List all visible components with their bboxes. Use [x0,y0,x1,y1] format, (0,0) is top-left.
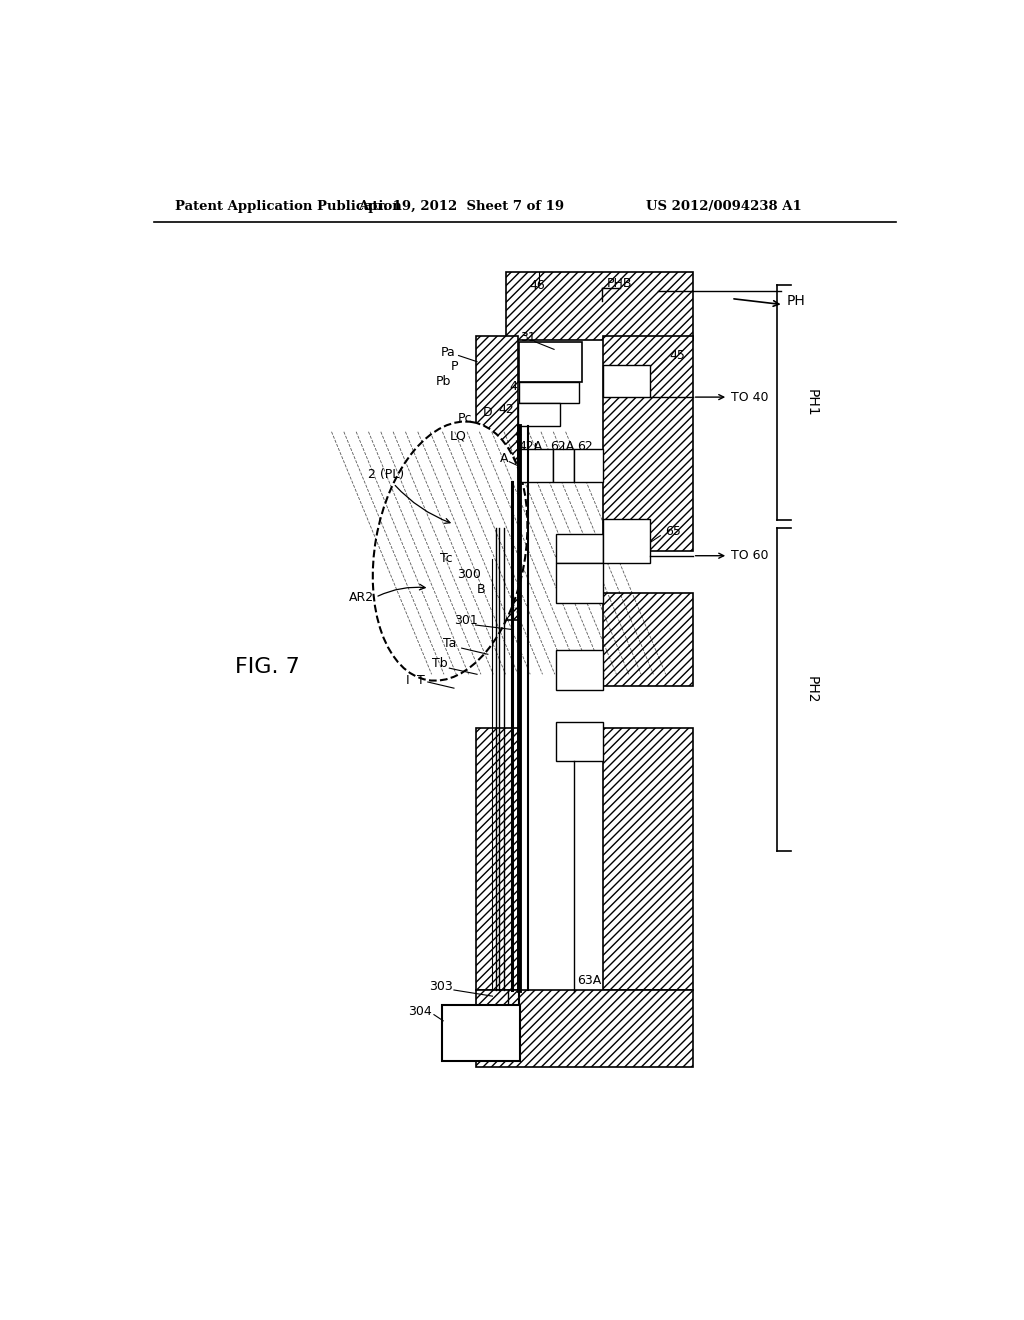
Text: AR2: AR2 [349,591,375,603]
Bar [556,722,603,760]
Text: 62: 62 [578,440,593,453]
Bar [553,449,574,482]
Bar [475,990,692,1067]
Text: Apr. 19, 2012  Sheet 7 of 19: Apr. 19, 2012 Sheet 7 of 19 [358,199,564,213]
Bar [518,449,553,482]
Text: 41: 41 [509,380,525,393]
Bar [506,272,692,341]
Text: PH: PH [786,294,805,308]
Text: TO 60: TO 60 [731,549,769,562]
Text: Ta: Ta [443,638,457,649]
Text: PH2: PH2 [804,676,818,704]
Bar [556,535,603,564]
Text: T: T [417,675,425,686]
Text: 65: 65 [665,524,681,537]
Text: 66: 66 [578,660,593,673]
Text: Pa: Pa [441,346,456,359]
Bar [603,594,692,686]
Text: TO 40: TO 40 [731,391,769,404]
Text: 46: 46 [529,279,545,292]
Text: Pc: Pc [458,412,472,425]
Bar [441,1006,520,1061]
Text: PHB: PHB [606,277,632,290]
Text: 63: 63 [578,731,593,744]
Ellipse shape [373,421,527,681]
Text: Pb: Pb [435,375,451,388]
Text: FIG. 7: FIG. 7 [236,656,300,677]
Text: D: D [482,407,493,418]
Text: 301: 301 [454,614,478,627]
Bar [556,564,603,603]
Text: 303: 303 [429,981,453,994]
Bar [574,449,603,482]
Text: K: K [559,731,567,744]
Text: Tc: Tc [440,552,453,565]
Text: PH1: PH1 [804,389,818,417]
Text: 61: 61 [578,536,593,548]
Bar [475,335,518,620]
Text: B: B [477,583,485,597]
Bar [603,364,649,397]
Text: 31: 31 [520,330,536,343]
Text: 2 (PL): 2 (PL) [368,467,450,523]
Bar [556,649,603,689]
Text: US 2012/0094238 A1: US 2012/0094238 A1 [646,199,802,213]
Bar [475,729,518,990]
Text: Tb: Tb [432,657,449,671]
Bar [518,404,560,426]
Text: 42A: 42A [518,440,543,453]
Bar [518,342,582,381]
Text: LQ: LQ [450,429,466,442]
Text: 304: 304 [408,1005,431,1018]
Text: 300: 300 [457,568,481,581]
Text: 42: 42 [499,403,514,416]
Text: 45: 45 [670,348,685,362]
Text: 63A: 63A [578,974,601,987]
Text: I: I [407,675,410,686]
Bar [603,335,692,552]
Text: Patent Application Publication: Patent Application Publication [175,199,402,213]
Text: 32: 32 [578,573,593,585]
Text: P: P [451,360,459,372]
Text: VACUUM
SYSTEM: VACUUM SYSTEM [459,1024,503,1045]
Bar [603,519,649,564]
Bar [518,381,579,404]
Bar [603,729,692,990]
Text: 62A: 62A [550,440,574,453]
Text: A: A [500,453,509,465]
